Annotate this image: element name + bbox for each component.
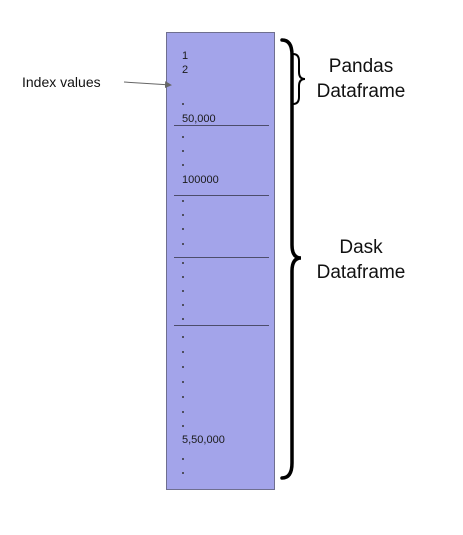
ellipsis-dot <box>182 136 184 138</box>
pandas-label-line2: Dataframe <box>316 81 406 102</box>
ellipsis-dot <box>182 164 184 166</box>
ellipsis-dot <box>182 228 184 230</box>
dask-dataframe-label: Dask Dataframe <box>306 235 416 285</box>
ellipsis-dot <box>182 304 184 306</box>
ellipsis-dot <box>182 276 184 278</box>
ellipsis-dot <box>182 214 184 216</box>
index-value-1: 1 <box>182 50 189 62</box>
pandas-dataframe-label: Pandas Dataframe <box>306 54 416 104</box>
callout-arrow <box>123 81 172 89</box>
pandas-label-line1: Pandas <box>328 56 394 77</box>
index-value-2: 2 <box>182 64 189 76</box>
dask-label-line1: Dask <box>339 237 383 258</box>
ellipsis-dot <box>182 381 184 383</box>
index-column <box>166 32 275 490</box>
index-values-label: Index values <box>22 74 101 90</box>
ellipsis-dot <box>182 318 184 320</box>
ellipsis-dot <box>182 336 184 338</box>
dask-label-line2: Dataframe <box>316 262 406 283</box>
ellipsis-dot <box>182 262 184 264</box>
ellipsis-dot <box>182 200 184 202</box>
ellipsis-dot <box>182 425 184 427</box>
partition-line-1 <box>174 125 269 126</box>
ellipsis-dot <box>182 472 184 474</box>
ellipsis-dot <box>182 103 184 105</box>
ellipsis-dot <box>182 458 184 460</box>
dask-brace <box>280 38 302 480</box>
ellipsis-dot <box>182 290 184 292</box>
partition-line-2 <box>174 195 269 196</box>
pandas-brace <box>292 53 306 105</box>
ellipsis-dot <box>182 351 184 353</box>
index-value-100000: 100000 <box>182 174 219 186</box>
partition-line-3 <box>174 257 269 258</box>
index-value-50000: 50,000 <box>182 113 216 125</box>
ellipsis-dot <box>182 396 184 398</box>
partition-line-4 <box>174 325 269 326</box>
index-value-550000: 5,50,000 <box>182 434 225 446</box>
ellipsis-dot <box>182 366 184 368</box>
ellipsis-dot <box>182 243 184 245</box>
ellipsis-dot <box>182 150 184 152</box>
ellipsis-dot <box>182 411 184 413</box>
